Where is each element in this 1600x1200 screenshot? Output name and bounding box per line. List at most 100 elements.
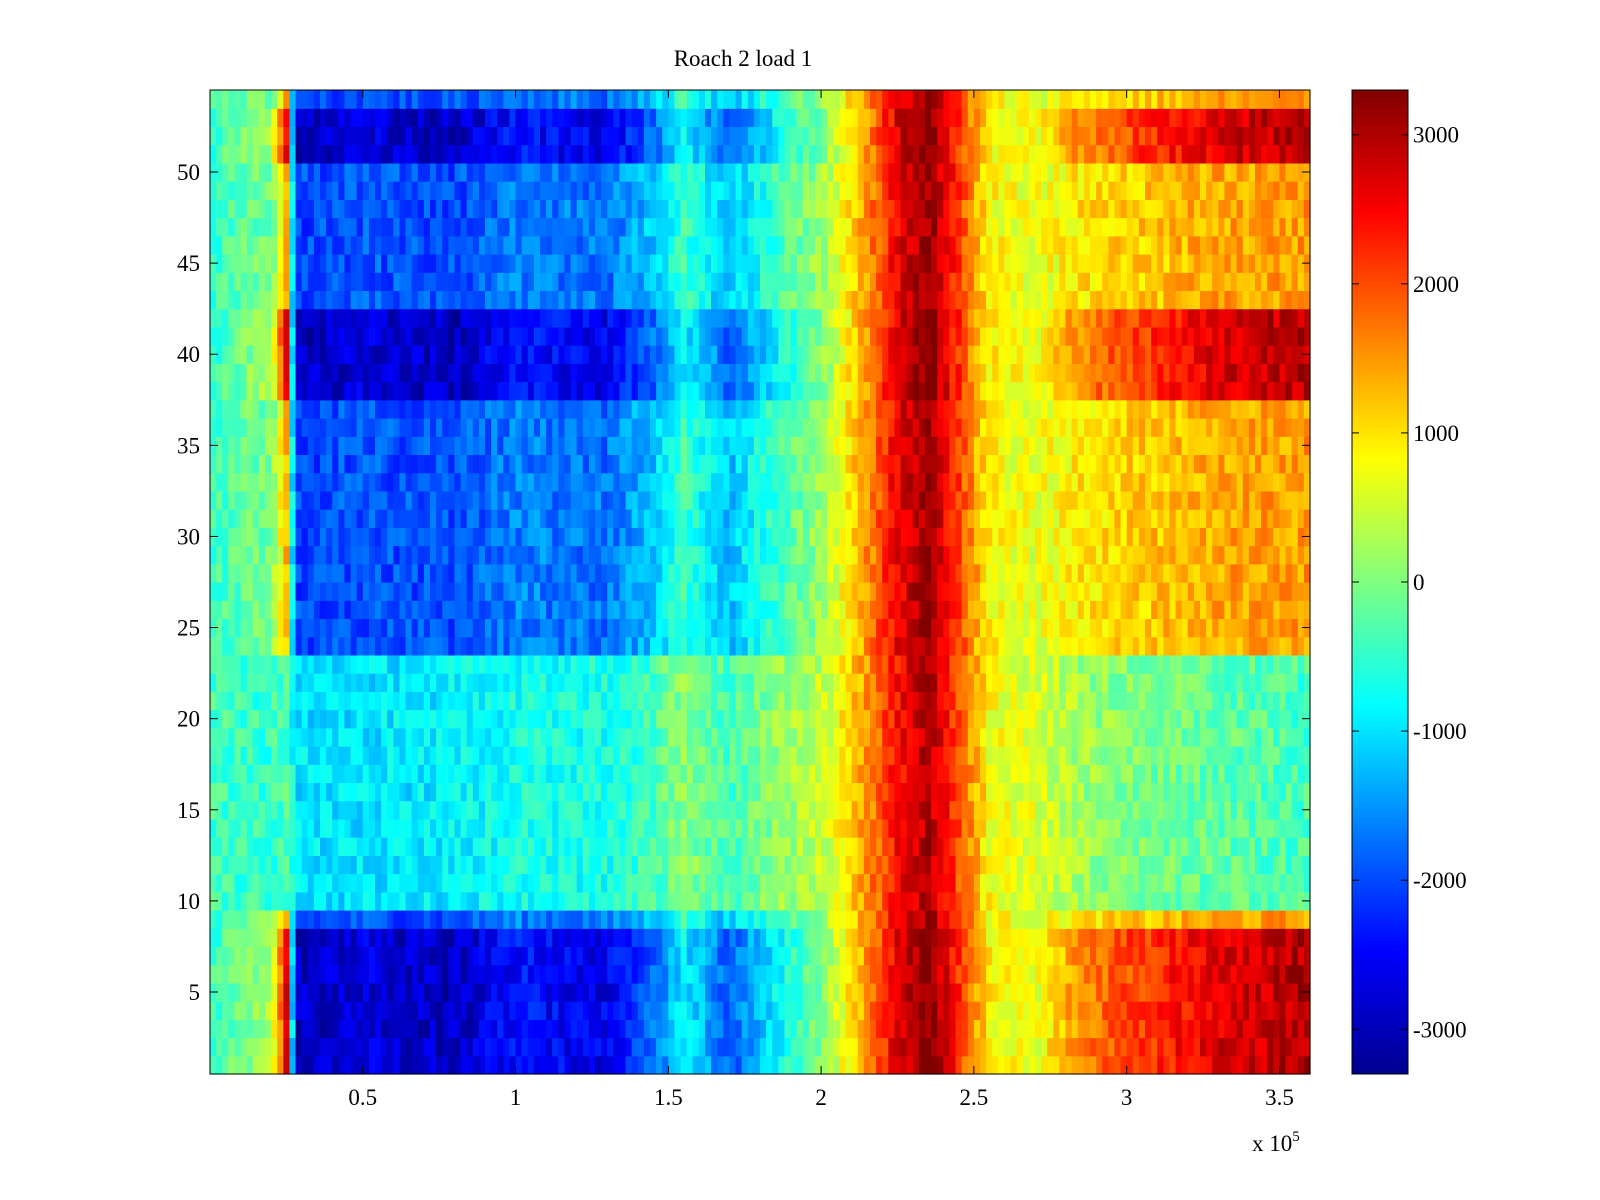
heatmap-cell [815,764,822,784]
heatmap-cell [900,982,908,1002]
heatmap-cell [350,727,358,747]
heatmap-cell [448,709,456,729]
heatmap-cell [1028,855,1036,875]
heatmap-cell [540,673,547,692]
heatmap-cell [1193,855,1201,875]
heatmap-cell [790,764,798,784]
heatmap-cell [717,782,724,802]
heatmap-cell [1022,928,1030,948]
heatmap-cell [692,764,700,784]
heatmap-cell [772,910,779,929]
heatmap-cell [857,1019,865,1039]
heatmap-cell [998,618,1006,638]
heatmap-cell [1151,946,1158,966]
heatmap-cell [882,982,889,1002]
heatmap-cell [1016,818,1024,838]
heatmap-cell [533,582,541,601]
heatmap-cell [711,837,718,856]
heatmap-cell [955,891,963,911]
heatmap-cell [1285,964,1293,984]
heatmap-cell [533,855,541,875]
heatmap-cell [570,1037,578,1057]
heatmap-cell [821,691,828,711]
heatmap-cell [283,618,291,638]
heatmap-cell [375,800,382,820]
heatmap-cell [906,618,914,638]
heatmap-cell [240,891,248,911]
heatmap-cell [240,764,248,784]
heatmap-cell [1230,891,1238,911]
heatmap-cell [705,727,712,747]
heatmap-cell [448,910,456,929]
heatmap-cell [1083,928,1091,948]
heatmap-cell [540,618,547,638]
heatmap-cell [876,746,883,765]
heatmap-cell [271,855,278,875]
heatmap-cell [252,964,260,984]
heatmap-cell [1273,618,1281,638]
heatmap-cell [949,782,957,802]
heatmap-cell [552,746,559,765]
heatmap-cell [1151,982,1158,1002]
heatmap-cell [1059,1001,1067,1020]
heatmap-cell [271,1037,278,1057]
heatmap-cell [478,928,486,948]
heatmap-cell [778,764,786,784]
heatmap-cell [1145,837,1152,856]
heatmap-cell [772,1001,779,1020]
heatmap-cell [839,654,847,674]
heatmap-cell [992,982,999,1002]
heatmap-cell [307,1055,315,1075]
heatmap-cell [466,873,474,893]
heatmap-cell [570,563,578,583]
heatmap-cell [558,855,566,875]
heatmap-cell [1230,1019,1238,1039]
heatmap-cell [1200,600,1207,620]
heatmap-cell [582,673,590,692]
heatmap-cell [301,982,309,1002]
heatmap-cell [998,727,1006,747]
heatmap-cell [937,837,944,856]
heatmap-cell [747,691,755,711]
heatmap-cell [283,746,291,765]
heatmap-cell [937,654,944,674]
heatmap-cell [1028,818,1036,838]
heatmap-cell [271,673,278,692]
heatmap-cell [925,946,932,966]
heatmap-cell [1059,928,1067,948]
heatmap-cell [301,563,309,583]
heatmap-cell [1151,618,1158,638]
heatmap-cell [888,800,896,820]
heatmap-cell [747,800,755,820]
heatmap-cell [430,673,437,692]
heatmap-cell [222,782,229,802]
heatmap-cell [375,910,382,929]
heatmap-cell [1279,800,1287,820]
heatmap-cell [876,1019,883,1039]
heatmap-cell [368,928,376,948]
heatmap-cell [747,563,755,583]
heatmap-cell [686,1001,694,1020]
heatmap-cell [362,800,370,820]
heatmap-cell [827,709,834,729]
heatmap-cell [1053,727,1061,747]
heatmap-cell [588,1055,596,1075]
heatmap-cell [478,673,486,692]
heatmap-cell [399,764,407,784]
heatmap-cell [332,982,339,1002]
heatmap-cell [460,727,468,747]
heatmap-cell [1212,891,1219,911]
heatmap-cell [277,782,284,802]
heatmap-cell [784,1055,792,1075]
heatmap-cell [1041,1019,1048,1039]
heatmap-cell [601,855,608,875]
heatmap-cell [753,800,761,820]
heatmap-cell [265,1055,272,1075]
heatmap-cell [491,582,498,601]
heatmap-cell [576,709,584,729]
heatmap-cell [625,928,633,948]
heatmap-cell [949,654,957,674]
heatmap-cell [1193,1001,1201,1020]
heatmap-cell [1010,891,1018,911]
heatmap-cell [430,709,437,729]
